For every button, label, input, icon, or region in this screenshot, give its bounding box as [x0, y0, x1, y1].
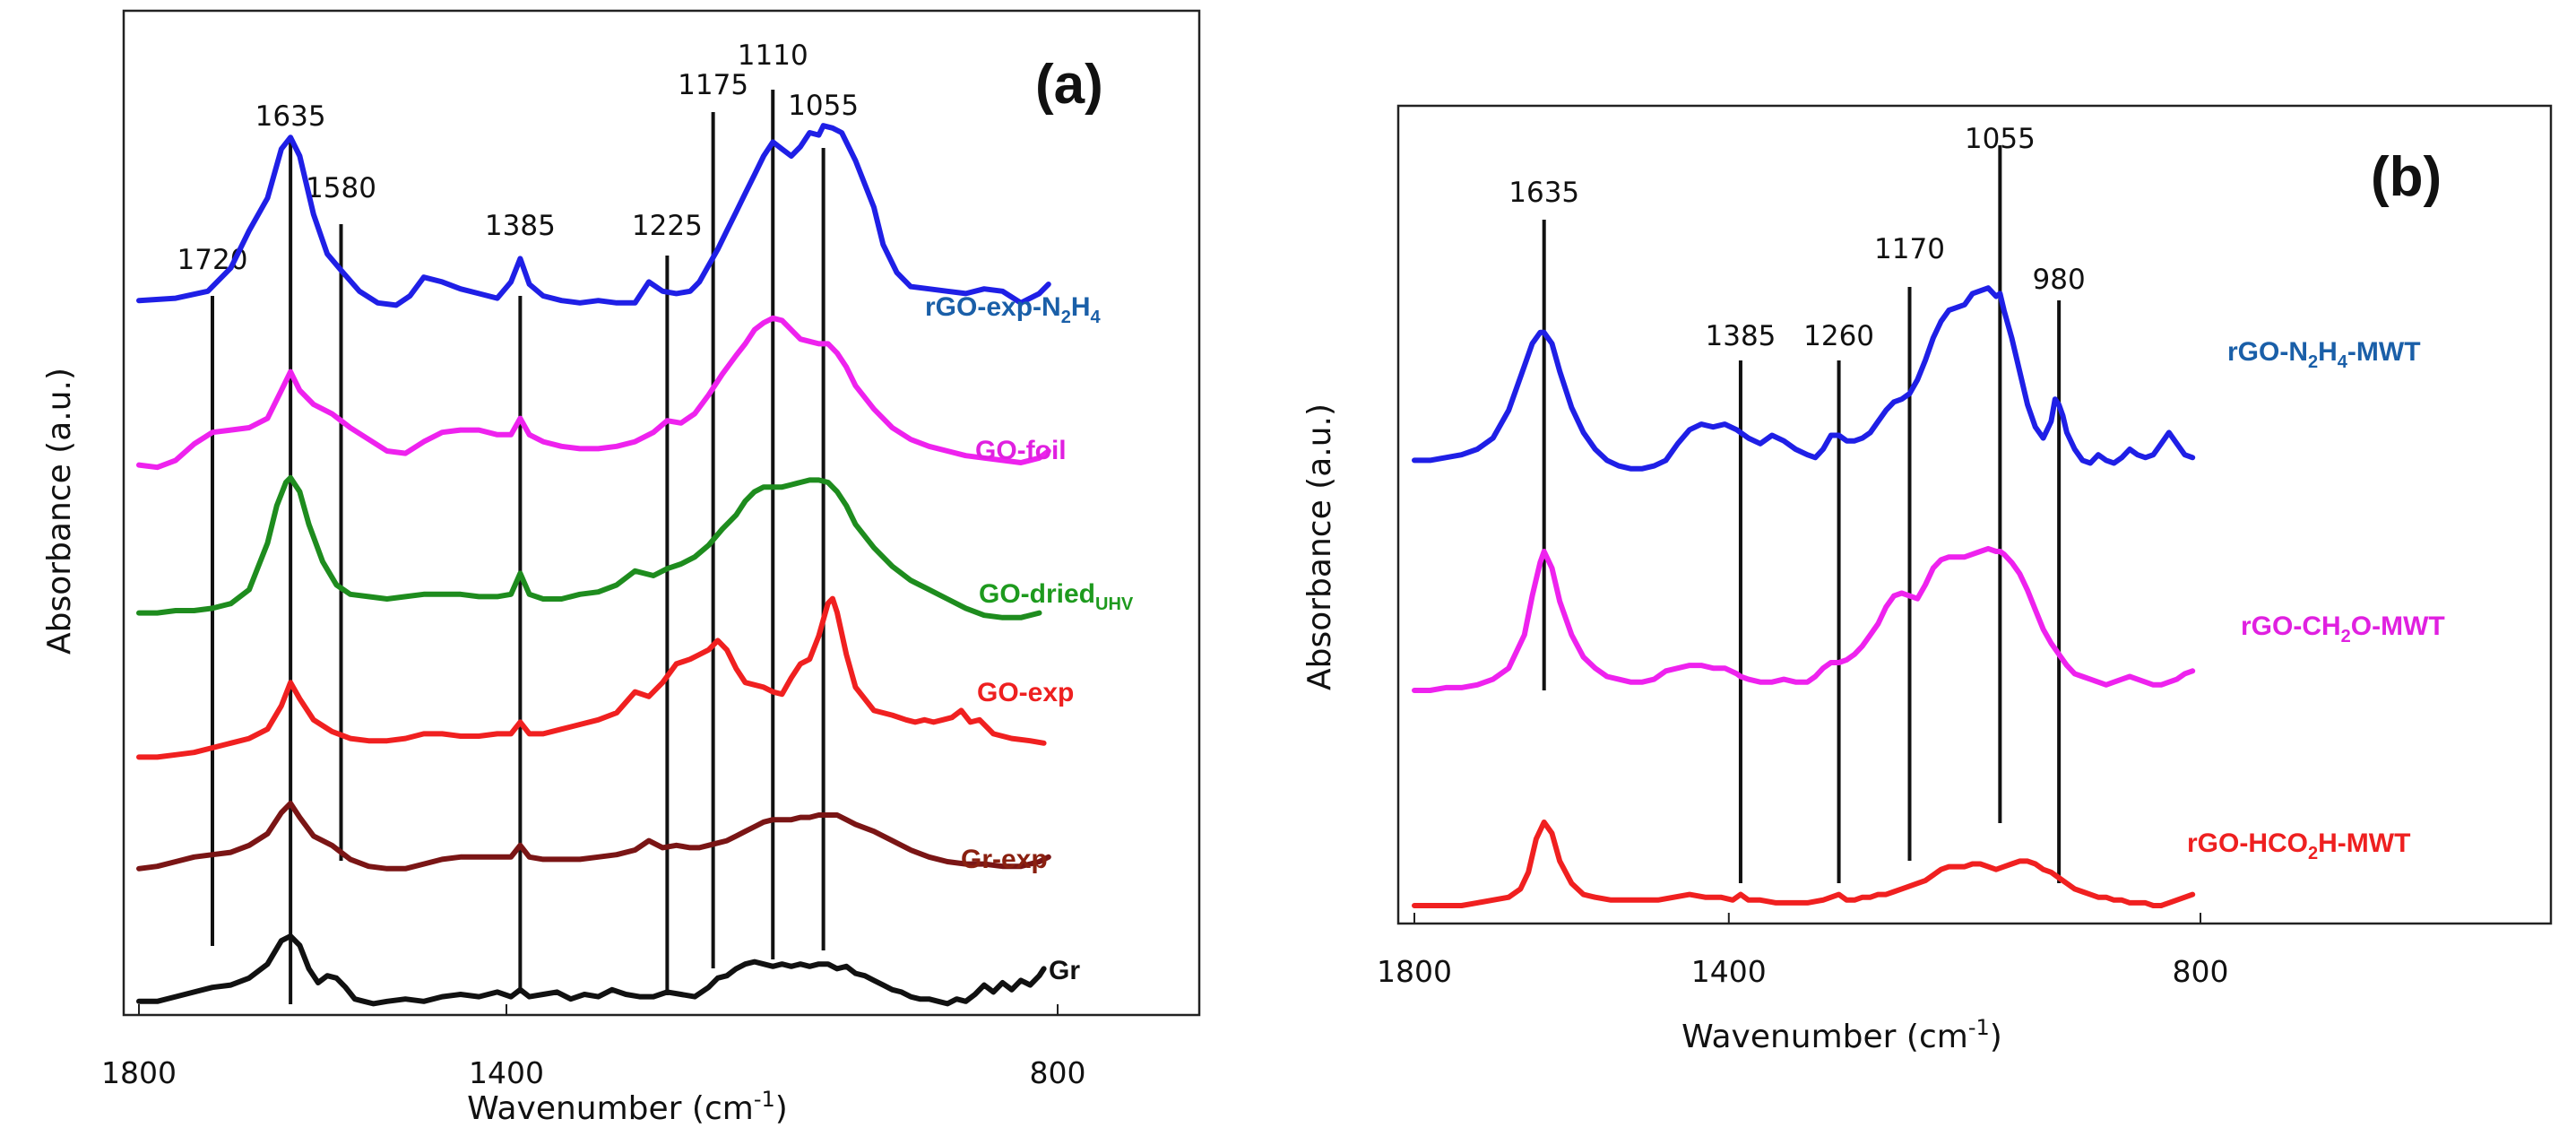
peak-label-b-1170: 1170 [1874, 233, 1945, 265]
y-axis-label-b: Absorbance (a.u.) [1301, 403, 1338, 690]
x-tick-label-a-800: 800 [1030, 1055, 1086, 1090]
x-ticks-a: 1800 1400 800 [101, 1004, 1086, 1090]
series-label-rgo-ch2o-mwt: rGO-CH2O-MWT [2241, 612, 2445, 646]
series-line-a-5 [136, 933, 1047, 1007]
peak-label-b-1635: 1635 [1508, 177, 1579, 209]
plot-frame-a [122, 9, 1201, 1017]
peak-label-a-1055: 1055 [788, 90, 859, 122]
peak-label-b-1385: 1385 [1706, 320, 1776, 352]
series-b [1412, 285, 2196, 908]
peak-label-b-1260: 1260 [1803, 320, 1874, 352]
series-a [136, 123, 1051, 1007]
series-line-b-2 [1412, 820, 2196, 908]
series-line-a-1 [136, 315, 1051, 471]
series-label-go-dried-uhv: GO-driedUHV [979, 579, 1134, 614]
peak-label-a-1225: 1225 [632, 210, 703, 242]
x-axis-label-a: Wavenumber (cm-1) [467, 1087, 788, 1127]
series-line-b-1 [1412, 545, 2196, 693]
peak-label-b-980: 980 [2033, 264, 2086, 296]
x-ticks-b: 1800 1400 800 [1377, 913, 2229, 989]
peak-label-a-1580: 1580 [306, 172, 376, 204]
y-axis-label-a: Absorbance (a.u.) [41, 368, 78, 655]
peak-label-a-1385: 1385 [485, 210, 556, 242]
series-label-rgo-exp-n2h4: rGO-exp-N2H4 [925, 292, 1101, 327]
series-line-a-2 [136, 474, 1042, 620]
x-tick-label-b-800: 800 [2173, 954, 2229, 989]
series-label-rgo-hco2h-mwt: rGO-HCO2H-MWT [2187, 828, 2410, 863]
series-labels-b: rGO-N2H4-MWT rGO-CH2O-MWT rGO-HCO2H-MWT [2187, 337, 2445, 863]
series-labels-a: rGO-exp-N2H4 GO-foil GO-driedUHV GO-exp … [925, 292, 1134, 985]
series-label-go-exp: GO-exp [977, 678, 1074, 707]
panel-label-a: (a) [1035, 54, 1103, 116]
series-label-go-foil: GO-foil [975, 436, 1067, 465]
series-label-rgo-n2h4-mwt: rGO-N2H4-MWT [2227, 337, 2421, 372]
x-tick-label-a-1800: 1800 [101, 1055, 177, 1090]
series-line-a-3 [136, 595, 1047, 760]
panel-b: (b) Absorbance (a.u.) Wavenumber (cm-1) … [1301, 104, 2553, 1055]
peak-label-b-1055: 1055 [1965, 123, 2036, 155]
series-line-a-4 [136, 801, 1051, 872]
x-tick-label-b-1400: 1400 [1691, 954, 1767, 989]
series-line-b-0 [1412, 285, 2196, 472]
peak-label-a-1175: 1175 [678, 69, 748, 101]
peak-label-a-1635: 1635 [255, 100, 326, 133]
plot-frame-b [1396, 104, 2553, 925]
panel-label-b: (b) [2371, 146, 2442, 208]
series-label-gr-exp: Gr-exp [961, 845, 1048, 874]
x-tick-label-a-1400: 1400 [469, 1055, 544, 1090]
series-line-a-0 [136, 123, 1051, 308]
series-label-gr: Gr [1049, 956, 1080, 985]
x-axis-label-b: Wavenumber (cm-1) [1681, 1015, 2002, 1055]
peak-label-a-1110: 1110 [738, 39, 808, 72]
peak-lines-b: 1635 1385 1260 1170 1055 980 [1508, 123, 2086, 883]
x-tick-label-b-1800: 1800 [1377, 954, 1452, 989]
panel-a: (a) Absorbance (a.u.) Wavenumber (cm-1) … [41, 9, 1201, 1127]
